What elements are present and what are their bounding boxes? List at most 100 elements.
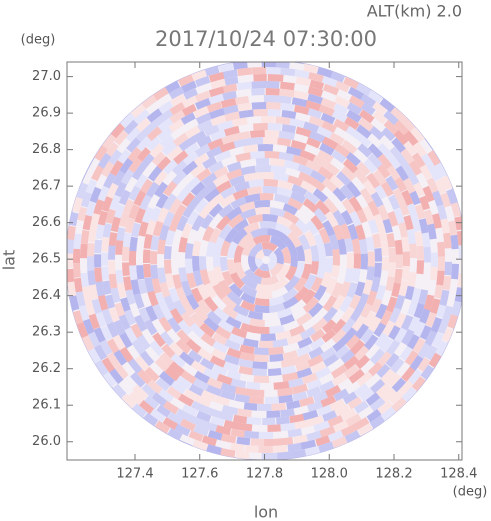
radar-cell (248, 137, 265, 146)
radar-cell (367, 153, 383, 169)
radar-cell (223, 419, 239, 430)
radar-cell (345, 125, 362, 140)
radar-cell (432, 213, 442, 229)
radar-cell (226, 205, 244, 221)
radar-cell (269, 295, 286, 306)
radar-cell (277, 180, 293, 191)
radar-cell (276, 416, 290, 425)
radar-cell (89, 186, 102, 203)
radar-cell (191, 255, 200, 272)
radar-cell (257, 143, 274, 152)
radar-cell (308, 72, 324, 83)
radar-cell (344, 237, 354, 252)
radar-cell (380, 242, 389, 256)
radar-cell (439, 289, 450, 307)
radar-cell (448, 220, 458, 236)
radar-cell (176, 329, 191, 344)
radar-cell (329, 132, 345, 146)
radar-cell (132, 384, 149, 401)
radar-cell (358, 117, 374, 132)
radar-cell (155, 377, 171, 392)
radar-cell (251, 88, 265, 96)
radar-cell (388, 325, 401, 341)
radar-cell (398, 380, 414, 396)
radar-cell (67, 268, 75, 283)
radar-cell (458, 245, 462, 259)
radar-cell (203, 124, 220, 137)
radar-cell (90, 211, 101, 229)
radar-cell (193, 424, 209, 437)
radar-cell (435, 340, 448, 357)
radar-cell (267, 260, 277, 271)
radar-cell (72, 248, 81, 264)
radar-cell (177, 393, 194, 407)
radar-cell (232, 62, 248, 70)
radar-cell (101, 357, 115, 373)
radar-cell (181, 223, 193, 239)
radar-cell (244, 193, 261, 204)
radar-cell (114, 181, 127, 198)
radar-cell (322, 319, 337, 334)
radar-cell (67, 252, 74, 268)
radar-cell (394, 327, 408, 344)
radar-cell (343, 364, 360, 379)
radar-cell (287, 197, 304, 211)
radar-cell (210, 78, 227, 90)
radar-cell (110, 215, 122, 233)
radar-cell (381, 256, 390, 271)
radar-cell (263, 94, 279, 103)
radar-cell (418, 218, 429, 234)
radar-cell (248, 396, 264, 404)
radar-cell (394, 177, 408, 193)
radar-cell (353, 345, 370, 362)
radar-cell (419, 325, 432, 341)
radar-cell (102, 133, 117, 150)
radar-cell (191, 214, 205, 232)
radar-cell (155, 292, 167, 308)
radar-cell (293, 276, 308, 293)
radar-cell (366, 172, 381, 189)
radar-cell (112, 168, 127, 186)
radar-cell (230, 326, 248, 339)
radar-cell (194, 370, 210, 384)
radar-cell (340, 349, 355, 364)
radar-cell (368, 361, 383, 377)
radar-cell (322, 306, 338, 324)
radar-cell (80, 243, 88, 259)
radar-cell (108, 273, 118, 289)
radar-cell (226, 168, 243, 181)
radar-cell (316, 67, 333, 79)
radar-cell (230, 378, 247, 389)
radar-cell (322, 136, 339, 150)
radar-cell (409, 355, 424, 372)
radar-cell (419, 195, 430, 211)
radar-cell (291, 183, 308, 197)
radar-cell (304, 274, 317, 290)
x-tick-label: 128.4 (440, 467, 477, 482)
radar-cell (143, 233, 153, 249)
radar-cell (118, 189, 131, 206)
radar-cell (365, 236, 375, 251)
radar-cell (403, 215, 414, 231)
radar-cell (154, 420, 171, 434)
radar-cell (277, 437, 294, 446)
radar-cell (276, 330, 292, 341)
radar-cell (181, 80, 197, 93)
radar-cell (227, 213, 244, 229)
radar-cell (373, 262, 382, 278)
radar-cell (332, 373, 348, 387)
radar-cell (275, 62, 290, 69)
radar-cell (230, 196, 247, 210)
radar-cell (267, 109, 281, 117)
radar-cell (99, 339, 113, 356)
radar-cell (388, 247, 397, 264)
radar-cell (188, 322, 205, 338)
radar-cell (149, 143, 165, 159)
radar-cell (385, 352, 400, 368)
radar-cell (281, 109, 297, 119)
radar-cell (404, 285, 415, 301)
radar-cell (195, 112, 212, 125)
radar-cell (235, 152, 253, 163)
radar-cell (254, 297, 270, 307)
radar-cell (176, 215, 189, 232)
